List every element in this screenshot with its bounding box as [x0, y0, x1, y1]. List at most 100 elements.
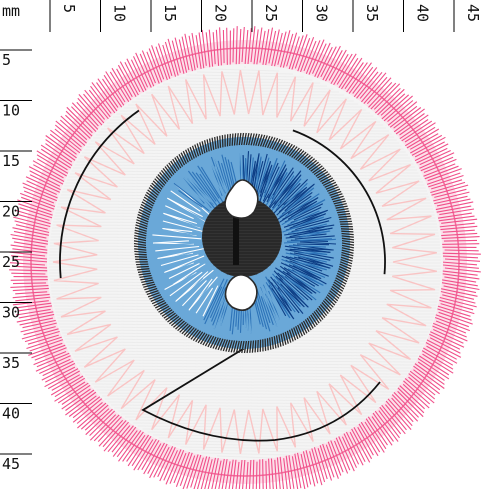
iris-stitch: [279, 197, 319, 223]
iris-stitch: [190, 177, 218, 208]
iris-stitch: [284, 193, 320, 218]
iris-stitch: [265, 287, 285, 323]
iris-stitch: [255, 156, 262, 193]
iris-stitch: [289, 227, 333, 238]
iris-stitches: [152, 151, 337, 335]
left-ruler-label: 20: [2, 203, 20, 221]
top-ruler-label: 20: [212, 4, 230, 22]
iris-stitch: [195, 280, 217, 310]
eye-highlights: [224, 179, 259, 311]
iris-stitch: [298, 252, 328, 255]
iris-stitch: [159, 214, 205, 230]
iris-stitch: [294, 235, 335, 240]
iris-stitch: [159, 222, 197, 233]
iris-stitch: [279, 174, 302, 203]
iris-stitch: [175, 271, 209, 302]
iris-stitch: [189, 277, 222, 318]
iris-stitch: [188, 285, 209, 315]
top-ruler-label: 40: [414, 4, 432, 22]
iris-stitch: [288, 245, 326, 248]
iris-stitch: [174, 190, 209, 215]
top-ruler-label: 45: [464, 4, 482, 22]
left-ruler-label: 30: [2, 304, 20, 322]
iris-stitch: [281, 199, 326, 226]
iris-stitch: [162, 220, 205, 233]
iris-stitch: [157, 247, 205, 260]
iris-stitch: [260, 296, 271, 324]
iris-stitch: [257, 283, 278, 328]
iris-stitch: [155, 245, 200, 252]
iris-stitch: [158, 244, 191, 249]
pupil: [202, 197, 282, 277]
iris-stitch: [275, 175, 295, 202]
iris-stitch: [163, 198, 210, 224]
iris-stitch: [164, 255, 205, 274]
iris-stitch: [289, 248, 331, 253]
iris-stitch: [279, 187, 315, 218]
iris-stitch: [160, 237, 194, 241]
iris-stitch: [182, 273, 212, 303]
iris-stitch: [203, 278, 225, 321]
highlight-bottom: [224, 273, 258, 311]
iris-stitch: [280, 283, 305, 308]
iris-stitch: [188, 278, 213, 311]
iris-stitch: [293, 260, 327, 271]
iris-stitch: [168, 263, 200, 279]
ruler-unit-label: mm: [2, 2, 20, 20]
iris-stitch: [155, 232, 193, 237]
iris-stitch: [162, 227, 193, 233]
iris-stitch: [266, 164, 287, 203]
iris-stitch: [277, 272, 309, 301]
iris-stitch: [282, 216, 325, 233]
iris-stitch: [220, 162, 230, 192]
iris-stitch: [290, 273, 321, 294]
iris-stitch: [288, 264, 322, 280]
iris-stitch: [287, 200, 318, 220]
iris-stitch: [273, 278, 301, 307]
iris-stitch: [191, 171, 221, 211]
embroidered-eye-icon: [9, 26, 481, 489]
iris-stitch: [287, 223, 327, 234]
iris-stitch: [161, 206, 202, 225]
iris-stitch: [171, 268, 200, 289]
iris-stitch: [258, 164, 273, 205]
iris-stitch: [280, 262, 318, 280]
iris-stitch: [195, 172, 217, 202]
iris-stitch: [270, 171, 288, 204]
iris-stitch: [152, 234, 202, 240]
iris-stitch: [167, 260, 209, 283]
iris-stitch: [293, 256, 324, 265]
iris-stitch: [299, 241, 337, 245]
iris-stitch: [262, 166, 280, 202]
top-ruler: 5 10 15 20 25 30 35 40 45: [49, 0, 482, 32]
iris-stitch: [276, 186, 308, 216]
left-ruler-label: 45: [2, 455, 20, 473]
iris-stitch: [158, 229, 201, 236]
iris-stitch: [202, 285, 219, 317]
inner-pink-zigzag: [52, 69, 437, 455]
iris-stitch: [214, 166, 229, 197]
left-ruler-label: 10: [2, 102, 20, 120]
left-ruler-label: 25: [2, 253, 20, 271]
iris-stitch: [160, 254, 199, 267]
iris-stitch: [283, 267, 316, 287]
iris-stitch: [276, 195, 312, 221]
iris-stitch: [270, 276, 300, 314]
iris-stitch: [286, 238, 332, 242]
iris-stitch: [163, 254, 190, 263]
top-ruler-label: 10: [111, 4, 129, 22]
iris-stitch: [287, 268, 324, 286]
iris-stitch: [166, 197, 203, 218]
iris-stitch: [186, 177, 211, 203]
iris-stitch: [182, 183, 214, 214]
iris-stitch: [175, 196, 207, 219]
iris-stitch: [195, 287, 214, 314]
iris-stitch: [272, 168, 288, 196]
iris-stitch: [267, 279, 292, 312]
iris-stitch: [259, 161, 272, 197]
iris-stitch: [181, 274, 215, 311]
iris-stitch: [182, 176, 216, 211]
iris-stitch: [265, 281, 291, 319]
iris-stitch: [160, 258, 207, 281]
iris-stitch: [262, 290, 278, 320]
